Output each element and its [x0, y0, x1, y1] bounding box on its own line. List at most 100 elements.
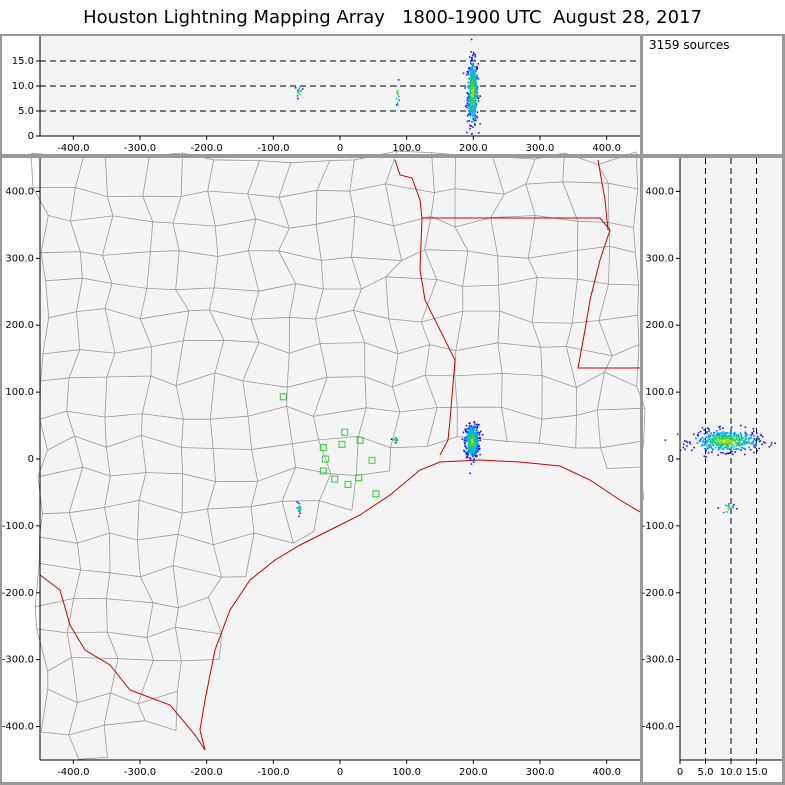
- altitude-ew-source-point: [398, 99, 400, 101]
- altitude-ns-source-point: [697, 431, 700, 434]
- altitude-ew-source-point: [469, 62, 472, 65]
- altitude-ns-source-point: [741, 443, 743, 445]
- plan-view-source-point: [465, 439, 467, 442]
- altitude-ew-source-point: [472, 92, 474, 95]
- altitude-ns-source-point: [736, 435, 738, 438]
- altitude-ns-source-point: [730, 444, 733, 446]
- altitude-ew-source-point: [474, 124, 476, 126]
- altitude-ew-source-point: [470, 60, 473, 63]
- altitude-ns-source-point: [745, 437, 748, 440]
- altitude-ns-source-point: [712, 449, 714, 451]
- altitude-ew-source-point: [468, 105, 470, 107]
- altitude-ew-source-point: [471, 65, 474, 67]
- altitude-ew-source-point: [473, 91, 475, 93]
- altitude-ns-y-tick-label: 300.0: [645, 253, 674, 264]
- frame-top: [0, 34, 785, 36]
- altitude-ns-source-point: [727, 437, 730, 439]
- altitude-ew-source-point: [470, 71, 472, 73]
- altitude-ns-x-tick-label: 15.0: [745, 767, 767, 778]
- altitude-ns-source-point: [756, 437, 759, 439]
- altitude-ew-source-point: [471, 66, 474, 69]
- altitude-ew-source-point: [468, 98, 470, 101]
- altitude-ew-source-point: [466, 102, 469, 104]
- altitude-ns-source-point: [728, 507, 731, 509]
- plan-view-source-point: [297, 502, 300, 504]
- altitude-ew-source-point: [467, 70, 469, 73]
- altitude-ns-source-point: [744, 437, 747, 440]
- plan-view-source-point: [396, 439, 399, 441]
- altitude-ew-source-point: [471, 108, 474, 111]
- altitude-ns-source-point: [689, 441, 691, 443]
- altitude-ns-source-point: [697, 435, 699, 437]
- altitude-ns-source-point: [711, 434, 713, 437]
- altitude-ns-source-point: [734, 442, 737, 444]
- altitude-ew-source-point: [466, 131, 468, 134]
- altitude-ns-source-point: [735, 441, 738, 444]
- plan-view-source-point: [479, 437, 481, 439]
- plan-view-y-tick-label: -300.0: [2, 655, 34, 666]
- altitude-ns-source-point: [751, 442, 753, 444]
- chart-title: Houston Lightning Mapping Array 1800-190…: [83, 7, 702, 28]
- altitude-ew-source-cluster: [462, 38, 481, 147]
- altitude-ew-source-point: [471, 93, 474, 96]
- altitude-ns-source-point: [735, 444, 737, 447]
- altitude-ew-source-point: [467, 81, 470, 84]
- altitude-ns-source-point: [713, 436, 716, 439]
- plan-view-background: [40, 158, 640, 760]
- altitude-ns-source-point: [717, 442, 719, 444]
- altitude-ew-source-point: [472, 101, 475, 104]
- plan-view-source-point: [471, 459, 474, 462]
- altitude-ew-source-point: [474, 101, 477, 104]
- altitude-ns-source-point: [725, 504, 727, 507]
- plan-view-source-point: [466, 428, 468, 431]
- lma-station-marker: [321, 455, 329, 463]
- altitude-ew-source-point: [479, 95, 481, 97]
- altitude-ns-source-point: [718, 426, 720, 428]
- altitude-ns-source-point: [744, 440, 747, 443]
- plan-view-source-point: [473, 454, 476, 457]
- altitude-ew-source-point: [468, 99, 471, 102]
- lma-station-marker: [319, 467, 327, 475]
- altitude-ew-source-point: [469, 68, 472, 71]
- plan-view-source-point: [476, 438, 479, 440]
- altitude-ew-source-point: [472, 77, 475, 79]
- plan-view-source-point: [475, 441, 478, 444]
- altitude-ew-source-point: [472, 76, 474, 78]
- plan-view-source-point: [471, 439, 474, 442]
- altitude-ew-source-point: [475, 95, 477, 97]
- plan-view-source-point: [469, 472, 471, 475]
- plan-view-source-point: [465, 453, 468, 456]
- altitude-ew-source-point: [467, 95, 470, 98]
- altitude-ns-source-cluster: [717, 503, 738, 514]
- plan-view-source-point: [465, 424, 468, 427]
- altitude-ew-source-point: [477, 77, 480, 80]
- plan-view-source-point: [395, 438, 397, 440]
- altitude-ew-source-point: [470, 69, 473, 71]
- altitude-ns-source-point: [738, 442, 741, 445]
- plan-view-source-point: [298, 505, 300, 508]
- altitude-ew-source-point: [468, 112, 471, 115]
- altitude-ew-source-point: [475, 89, 477, 92]
- altitude-ns-source-point: [730, 447, 733, 449]
- altitude-ns-source-point: [727, 445, 729, 448]
- plan-view-source-point: [471, 436, 474, 439]
- altitude-ns-source-point: [733, 439, 736, 441]
- altitude-ew-x-tick-label: -100.0: [257, 143, 289, 154]
- altitude-ns-source-point: [741, 437, 744, 439]
- altitude-ns-source-point: [707, 435, 710, 437]
- plan-view-source-point: [474, 451, 477, 453]
- altitude-ew-source-point: [468, 104, 470, 106]
- plan-view-source-point: [466, 455, 468, 458]
- altitude-ew-source-point: [469, 89, 472, 92]
- altitude-ew-source-point: [472, 63, 475, 65]
- altitude-ew-source-point: [471, 67, 473, 70]
- frame-vertical-divider: [640, 34, 643, 785]
- altitude-ew-source-point: [466, 104, 468, 107]
- altitude-ns-source-point: [706, 432, 709, 435]
- altitude-ns-source-point: [756, 438, 759, 440]
- altitude-ns-source-point: [722, 438, 724, 440]
- altitude-ew-source-point: [396, 104, 399, 107]
- altitude-ns-source-point: [755, 444, 757, 446]
- plan-view-source-point: [470, 431, 473, 433]
- plan-view-source-point: [478, 448, 481, 451]
